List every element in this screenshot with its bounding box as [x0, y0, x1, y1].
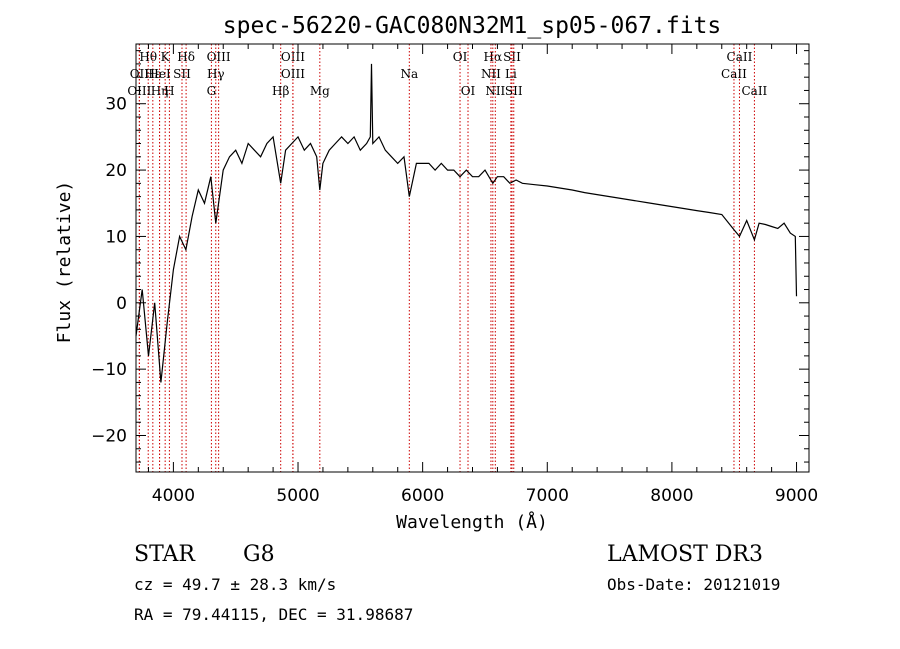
y-tick-label-2: 0	[116, 294, 127, 314]
spectral-line-label-24: NII	[485, 84, 505, 98]
axes: 4000 5000 6000 7000 8000 9000 −20 −10 0 10 20 30	[91, 43, 818, 506]
spectral-line-label-25: SII	[505, 84, 523, 98]
spectral-line-label-13: OIII	[281, 50, 305, 64]
spectral-line-label-6: HeI	[148, 67, 171, 81]
object-subclass: G8	[243, 542, 275, 567]
y-tick-label-5: 30	[105, 95, 127, 115]
spectral-line-label-22: NII	[481, 67, 501, 81]
spectral-line-label-0: Hθ	[139, 50, 157, 64]
spectral-line-label-21: SII	[503, 50, 521, 64]
spectral-line-label-10: OIII	[207, 50, 231, 64]
spectral-line-label-17: Na	[400, 67, 418, 81]
x-tick-label-3: 7000	[526, 486, 569, 506]
chart-title: spec-56220-GAC080N32M1_sp05-067.fits	[223, 13, 722, 39]
spectral-line-label-12: G	[207, 84, 217, 98]
y-tick-label-3: 10	[105, 227, 127, 247]
spectral-line-label-16: Mg	[310, 84, 330, 98]
spectral-line-label-15: Hβ	[272, 84, 289, 98]
plot-frame	[135, 43, 810, 473]
redshift-cz: cz = 49.7 ± 28.3 km/s	[134, 575, 336, 594]
survey-label: LAMOST DR3	[607, 542, 763, 567]
spectral-line-label-20: Hα	[484, 50, 503, 64]
spectral-line-label-11: Hγ	[207, 67, 225, 81]
spectral-line-label-8: H	[164, 84, 174, 98]
y-tick-label-1: −10	[91, 360, 127, 380]
obs-date: Obs-Date: 20121019	[607, 575, 780, 594]
coordinates: RA = 79.44115, DEC = 31.98687	[134, 605, 413, 624]
spectral-line-label-26: CaII	[727, 50, 753, 64]
spectral-line-label-7: SII	[173, 67, 191, 81]
spectral-line-label-4: Hε	[144, 67, 161, 81]
spectral-line-label-28: CaII	[741, 84, 767, 98]
spectral-line-label-1: OII	[130, 67, 150, 81]
x-axis-label: Wavelength (Å)	[396, 511, 548, 533]
y-tick-label-4: 20	[105, 161, 127, 181]
object-class: STAR	[134, 542, 196, 567]
x-tick-label-0: 4000	[152, 486, 195, 506]
x-tick-label-1: 5000	[276, 486, 319, 506]
spectral-line-label-23: Li	[505, 67, 517, 81]
spectral-line-label-18: OI	[453, 50, 468, 64]
x-tick-label-5: 9000	[775, 486, 818, 506]
y-axis-label: Flux (relative)	[54, 181, 75, 344]
x-tick-label-2: 6000	[401, 486, 444, 506]
spectral-line-label-27: CaII	[721, 67, 747, 81]
spectral-line-label-3: K	[161, 50, 171, 64]
y-tick-label-0: −20	[91, 427, 127, 447]
spectral-line-label-9: Hδ	[177, 50, 195, 64]
spectral-line-label-2: OIII	[127, 84, 151, 98]
spectral-line-label-19: OI	[461, 84, 476, 98]
plot-area	[135, 63, 798, 383]
flux-series-line	[135, 63, 798, 383]
x-tick-label-4: 8000	[650, 486, 693, 506]
spectral-line-label-14: OIII	[281, 67, 305, 81]
